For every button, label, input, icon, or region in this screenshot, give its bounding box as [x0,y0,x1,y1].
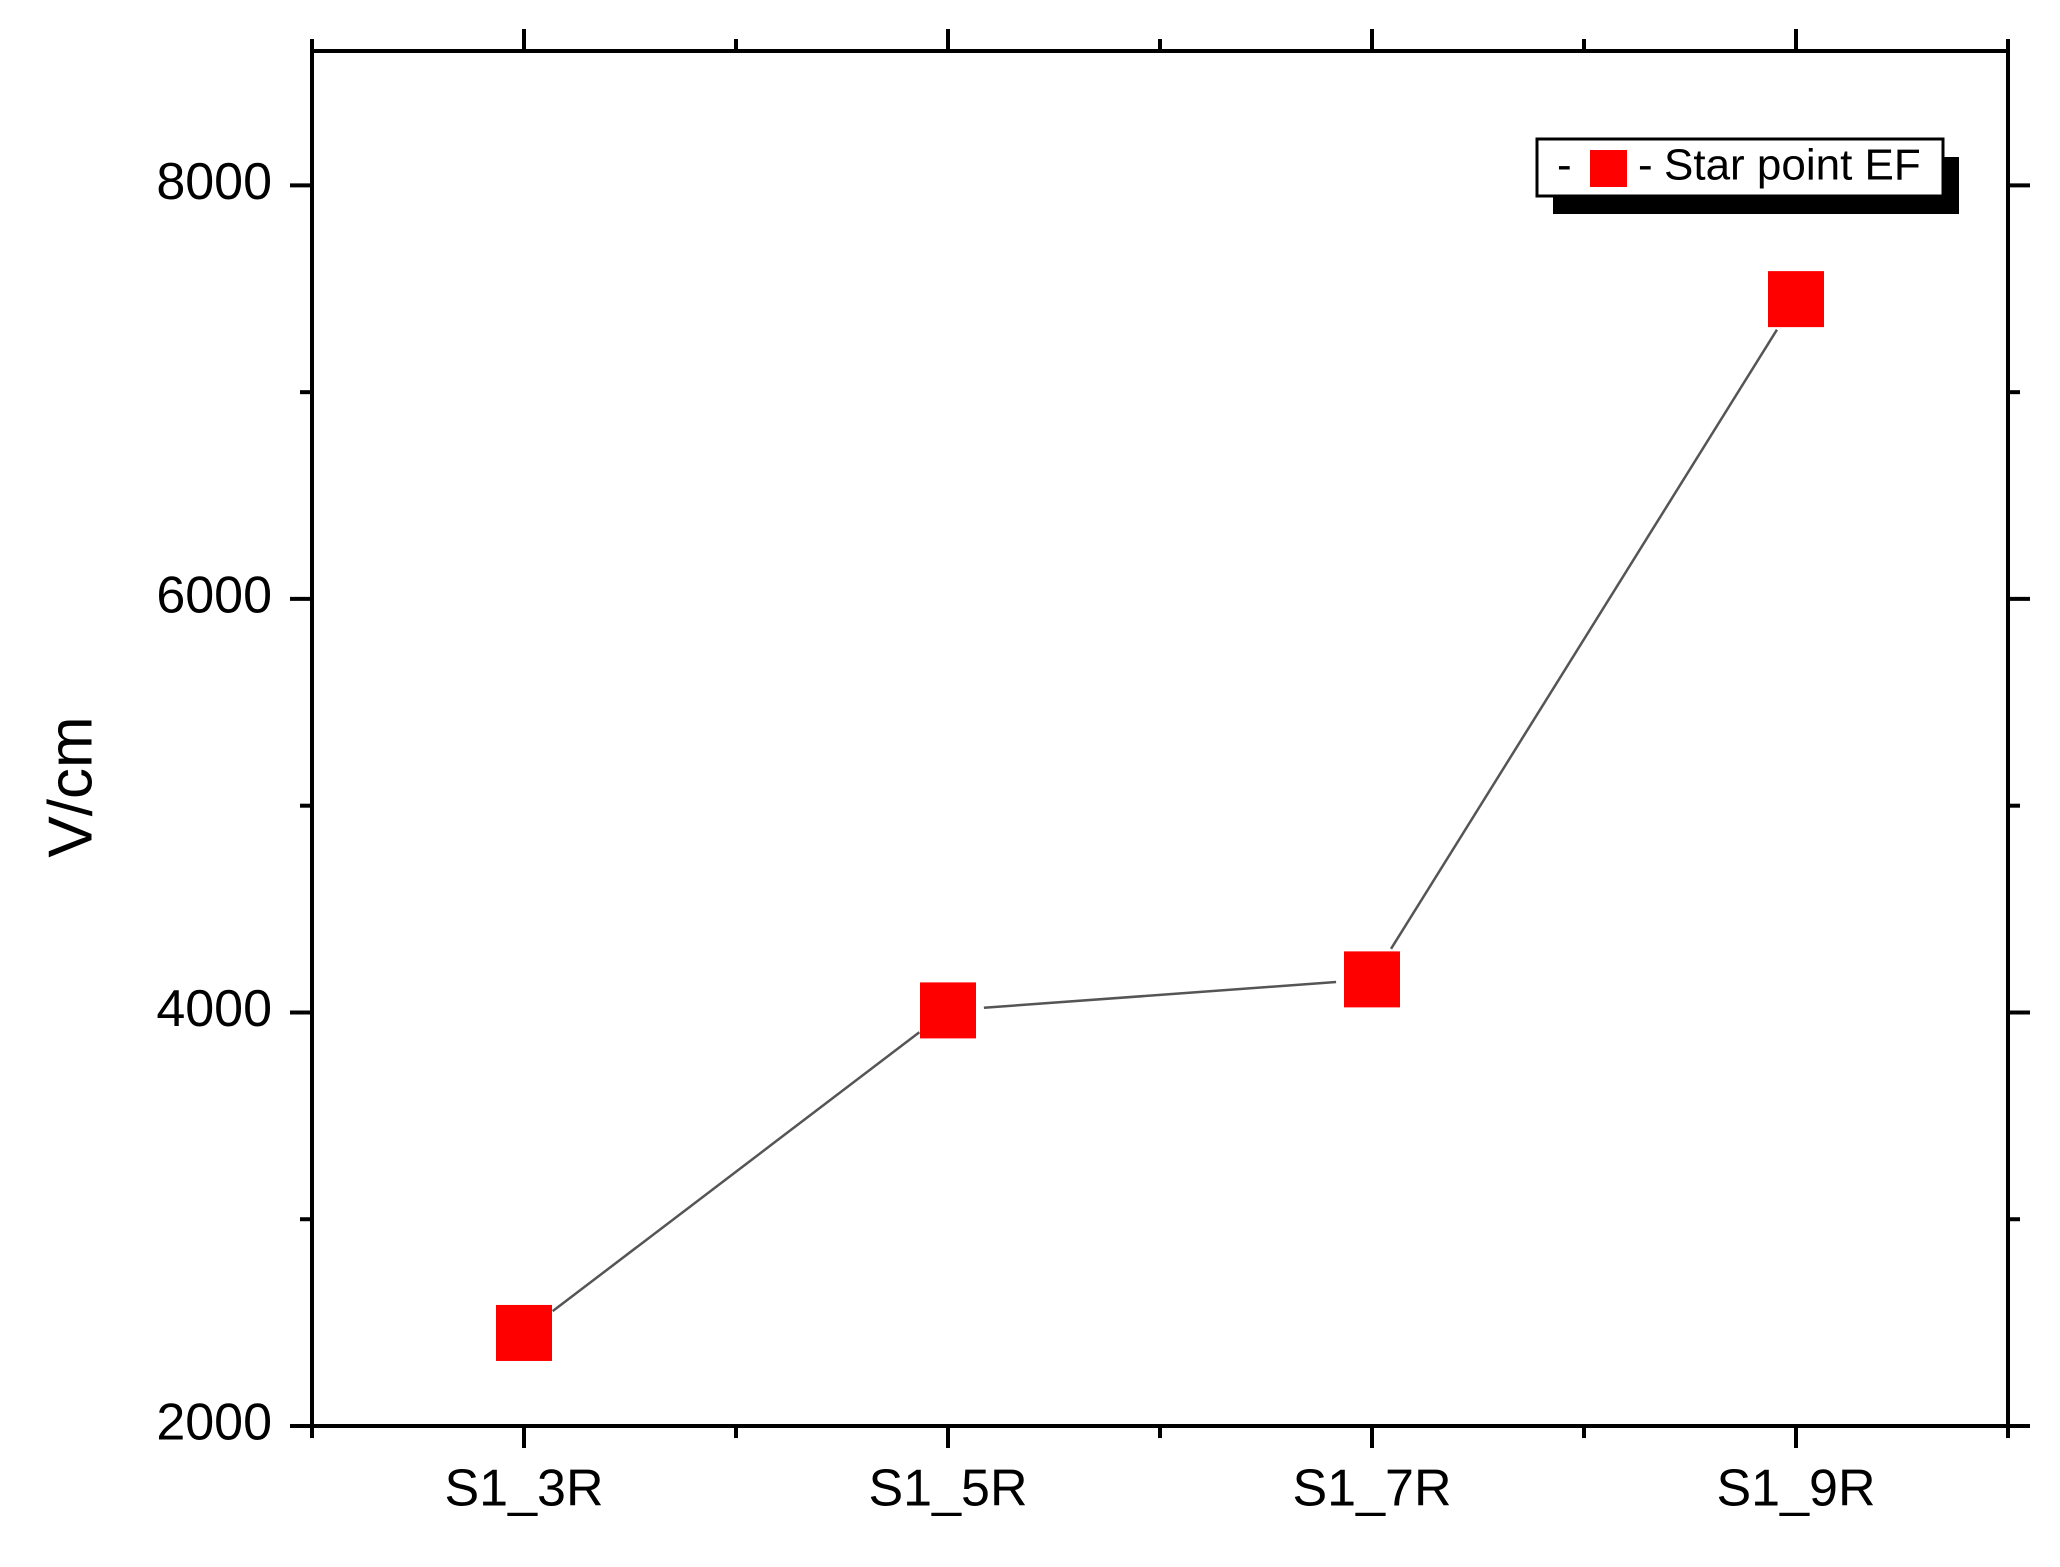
legend-label: Star point EF [1664,141,1921,190]
series-line-segment [551,1031,921,1313]
series-line-segment [1389,329,1779,950]
y-tick-labels: 2000 4000 6000 8000 [156,153,272,1452]
x-tick-label: S1_7R [1293,1460,1452,1518]
legend-dash-left: - [1557,141,1572,190]
legend-marker-icon [1590,150,1627,187]
data-point [1768,271,1824,328]
data-point [496,1304,552,1361]
plot-frame [310,49,2010,1428]
y-axis-title: V/cm [36,716,105,857]
y-tick-label: 6000 [156,567,272,625]
y-tick-label: 8000 [156,153,272,211]
data-point [1344,951,1400,1008]
x-tick-label: S1_5R [869,1460,1028,1518]
data-point [920,982,976,1039]
series-line-segment [983,980,1337,1010]
axis-ticks [290,29,2030,1448]
y-tick-label: 2000 [156,1394,272,1452]
legend-dash-right: - [1638,141,1653,190]
y-tick-label: 4000 [156,980,272,1038]
x-tick-label: S1_9R [1717,1460,1876,1518]
x-tick-label: S1_3R [445,1460,604,1518]
legend: - - Star point EF [1535,137,1959,214]
x-tick-labels: S1_3R S1_5R S1_7R S1_9R [445,1460,1876,1518]
series-star-point-ef [496,271,1824,1361]
